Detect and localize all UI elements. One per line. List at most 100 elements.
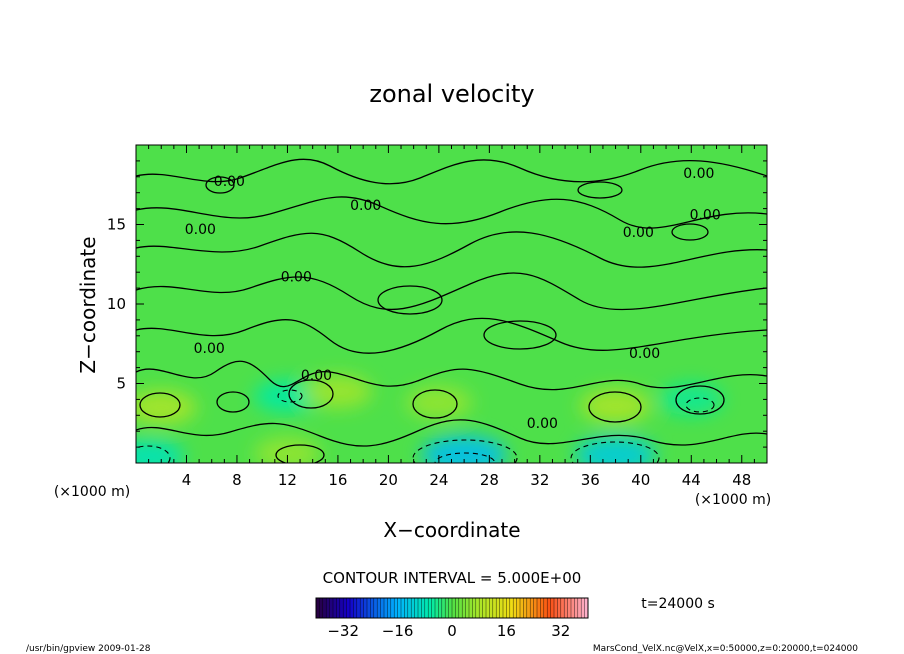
x-tick-label-0: 4 [182,471,192,489]
colorbar-cell [326,598,330,618]
colorbar-cell [458,598,463,618]
velocity-field [136,374,724,463]
x-tick-label-8: 36 [581,471,600,489]
colorbar-cell [339,598,344,618]
colorbar-cell [316,598,320,618]
colorbar-cell [363,598,368,618]
colorbar-cell [411,598,415,618]
colorbar-cell [329,598,334,618]
colorbar-tick-label-0: −32 [327,622,359,640]
colorbar-cell [506,598,511,618]
x-tick-label-7: 32 [530,471,549,489]
colorbar-cell [584,598,589,618]
colorbar: −32 −16 0 16 32 [315,597,589,640]
colorbar-cell [472,598,477,618]
x-tick-label-10: 44 [682,471,701,489]
x-tick-label-6: 28 [480,471,499,489]
contour-label-8: 0.00 [690,208,721,224]
colorbar-cell [401,598,405,618]
colorbar-cell [543,598,548,618]
chart-title: zonal velocity [369,80,534,108]
x-axis-unit: (×1000 m) [695,492,771,508]
contour-label-6: 0.00 [527,416,558,432]
x-axis-label: X−coordinate [383,518,520,542]
contour-label-4: 0.00 [194,341,225,357]
field-feature-5 [659,383,724,416]
colorbar-cell [452,598,456,618]
colorbar-cell [499,598,504,618]
colorbar-cell [462,598,466,618]
colorbar-cell [526,598,531,618]
contour-label-5: 0.00 [301,368,332,384]
colorbar-cell [513,598,517,618]
colorbar-cell [448,598,453,618]
colorbar-cell [492,598,497,618]
contour-label-9: 0.00 [623,225,654,241]
colorbar-cell [445,598,449,618]
time-label: t=24000 s [641,596,715,612]
colorbar-cell [370,598,375,618]
colorbar-cell [550,598,555,618]
colorbar-cell [418,598,422,618]
colorbar-frame [315,597,589,619]
y-tick-label-1: 10 [107,295,126,313]
colorbar-cell [547,598,551,618]
colorbar-cell [503,598,507,618]
colorbar-cell [530,598,534,618]
y-axis-label: Z−coordinate [76,236,100,373]
colorbar-cell [407,598,412,618]
footer-left: /usr/bin/gpview 2009-01-28 [26,644,151,654]
colorbar-cell [557,598,562,618]
colorbar-cell [390,598,395,618]
colorbar-cell [581,598,585,618]
colorbar-cell [571,598,575,618]
colorbar-cell [554,598,558,618]
colorbar-cell [356,598,361,618]
colorbar-cell [455,598,460,618]
colorbar-cell [350,598,354,618]
field-feature-1 [254,379,321,413]
colorbar-cell [475,598,480,618]
colorbar-cell [322,598,327,618]
x-tick-label-1: 8 [232,471,242,489]
negative-contours [136,389,715,463]
colorbar-cell [438,598,443,618]
colorbar-cell [346,598,351,618]
colorbar-cell [414,598,419,618]
colorbar-cell [424,598,429,618]
colorbar-cell [486,598,490,618]
colorbar-cell [431,598,436,618]
contour-label-10: 0.00 [629,346,660,362]
x-tick-label-3: 16 [328,471,347,489]
colorbar-cell [421,598,426,618]
colorbar-cell [465,598,470,618]
field-feature-4 [579,388,652,423]
field-feature-9 [254,437,321,463]
colorbar-tick-label-2: 0 [447,622,457,640]
colorbar-cell [343,598,347,618]
colorbar-cell [516,598,521,618]
colorbar-cell [574,598,579,618]
field-feature-7 [575,436,656,463]
y-axis-unit: (×1000 m) [54,484,130,500]
colorbar-cell [333,598,337,618]
field-feature-3 [405,386,473,419]
x-tick-label-11: 48 [732,471,751,489]
colorbar-cell [523,598,528,618]
colorbar-cell [428,598,432,618]
colorbar-cell [435,598,439,618]
colorbar-cell [479,598,483,618]
colorbar-cell [577,598,582,618]
y-tick-label-0: 5 [116,375,126,393]
x-tick-label-4: 20 [379,471,398,489]
colorbar-cell [520,598,524,618]
field-feature-6 [421,435,507,463]
contour-interval: CONTOUR INTERVAL = 5.000E+00 [323,569,582,587]
colorbar-cell [533,598,538,618]
colorbar-cell [397,598,402,618]
x-tick-label-9: 40 [631,471,650,489]
colorbar-cell [336,598,341,618]
contour-label-0: 0.00 [214,174,245,190]
